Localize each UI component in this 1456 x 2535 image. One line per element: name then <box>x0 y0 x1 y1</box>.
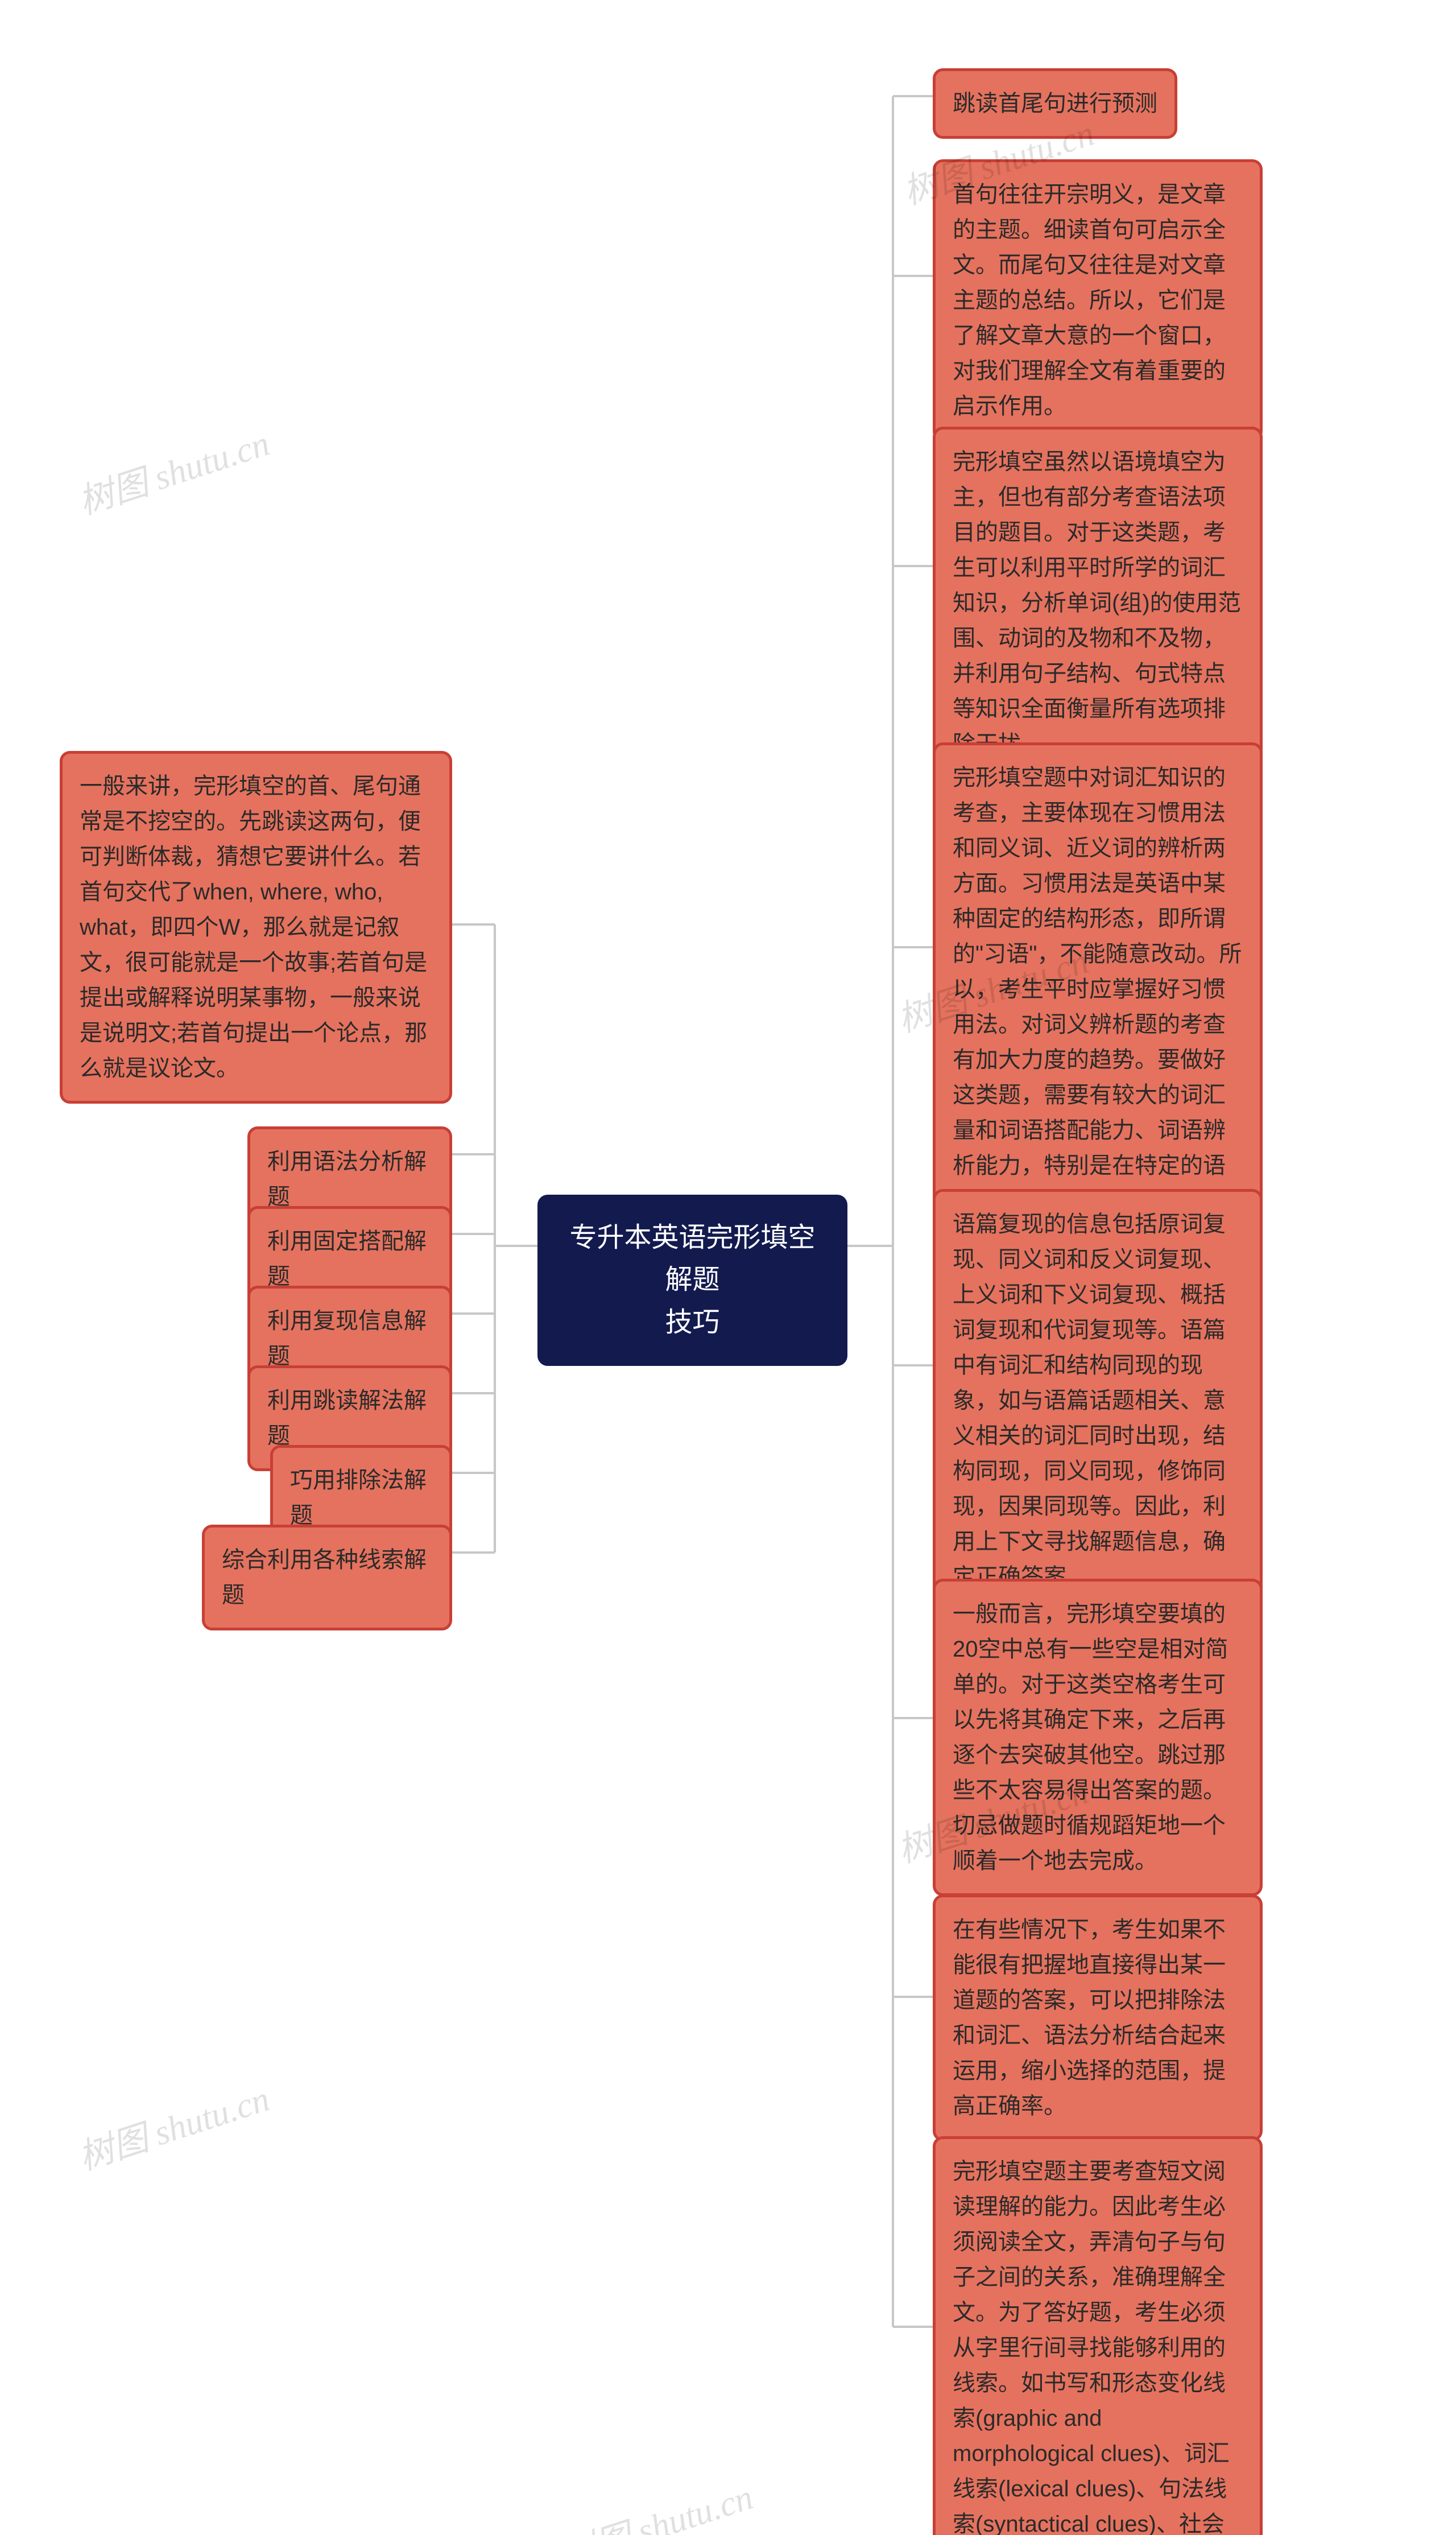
watermark-5: 树图 shutu.cn <box>555 2468 759 2535</box>
right-node-4[interactable]: 语篇复现的信息包括原词复现、同义词和反义词复现、上义词和下义词复现、概括词复现和… <box>933 1189 1263 1612</box>
left-node-3-label: 利用复现信息解题 <box>267 1308 427 1369</box>
left-node-0-label: 一般来讲，完形填空的首、尾句通常是不挖空的。先跳读这两句，便可判断体裁，猜想它要… <box>80 774 427 1081</box>
right-node-6-label: 在有些情况下，考生如果不能很有把握地直接得出某一道题的答案，可以把排除法和词汇、… <box>953 1917 1226 2119</box>
left-node-2-label: 利用固定搭配解题 <box>267 1229 427 1289</box>
right-node-0-label: 跳读首尾句进行预测 <box>953 91 1157 116</box>
right-node-4-label: 语篇复现的信息包括原词复现、同义词和反义词复现、上义词和下义词复现、概括词复现和… <box>953 1212 1226 1589</box>
left-node-0[interactable]: 一般来讲，完形填空的首、尾句通常是不挖空的。先跳读这两句，便可判断体裁，猜想它要… <box>60 751 452 1104</box>
right-node-5-label: 一般而言，完形填空要填的20空中总有一些空是相对简单的。对于这类空格考生可以先将… <box>953 1601 1228 1873</box>
left-node-5-label: 巧用排除法解题 <box>290 1468 427 1528</box>
right-node-3-label: 完形填空题中对词汇知识的考查，主要体现在习惯用法和同义词、近义词的辨析两方面。习… <box>953 765 1242 1213</box>
watermark-0: 树图 shutu.cn <box>71 414 275 524</box>
right-node-1-label: 首句往往开宗明义，是文章的主题。细读首句可启示全文。而尾句又往往是对文章主题的总… <box>953 182 1226 419</box>
right-node-6[interactable]: 在有些情况下，考生如果不能很有把握地直接得出某一道题的答案，可以把排除法和词汇、… <box>933 1894 1263 2141</box>
right-node-3[interactable]: 完形填空题中对词汇知识的考查，主要体现在习惯用法和同义词、近义词的辨析两方面。习… <box>933 742 1263 1236</box>
center-title-line2: 技巧 <box>562 1302 823 1344</box>
left-node-1-label: 利用语法分析解题 <box>267 1149 427 1209</box>
right-node-5[interactable]: 一般而言，完形填空要填的20空中总有一些空是相对简单的。对于这类空格考生可以先将… <box>933 1579 1263 1896</box>
right-node-2[interactable]: 完形填空虽然以语境填空为主，但也有部分考查语法项目的题目。对于这类题，考生可以利… <box>933 427 1263 779</box>
right-node-1[interactable]: 首句往往开宗明义，是文章的主题。细读首句可启示全文。而尾句又往往是对文章主题的总… <box>933 159 1263 441</box>
left-node-6[interactable]: 综合利用各种线索解题 <box>202 1525 452 1630</box>
center-node[interactable]: 专升本英语完形填空解题技巧 <box>537 1195 847 1366</box>
left-node-4-label: 利用跳读解法解题 <box>267 1388 427 1448</box>
left-node-6-label: 综合利用各种线索解题 <box>222 1547 427 1608</box>
right-node-7[interactable]: 完形填空题主要考查短文阅读理解的能力。因此考生必须阅读全文，弄清句子与句子之间的… <box>933 2136 1263 2535</box>
right-node-0[interactable]: 跳读首尾句进行预测 <box>933 68 1177 139</box>
center-title-line1: 专升本英语完形填空解题 <box>562 1217 823 1302</box>
right-node-2-label: 完形填空虽然以语境填空为主，但也有部分考查语法项目的题目。对于这类题，考生可以利… <box>953 449 1241 757</box>
watermark-3: 树图 shutu.cn <box>71 2070 275 2179</box>
right-node-7-label: 完形填空题主要考查短文阅读理解的能力。因此考生必须阅读全文，弄清句子与句子之间的… <box>953 2159 1241 2535</box>
